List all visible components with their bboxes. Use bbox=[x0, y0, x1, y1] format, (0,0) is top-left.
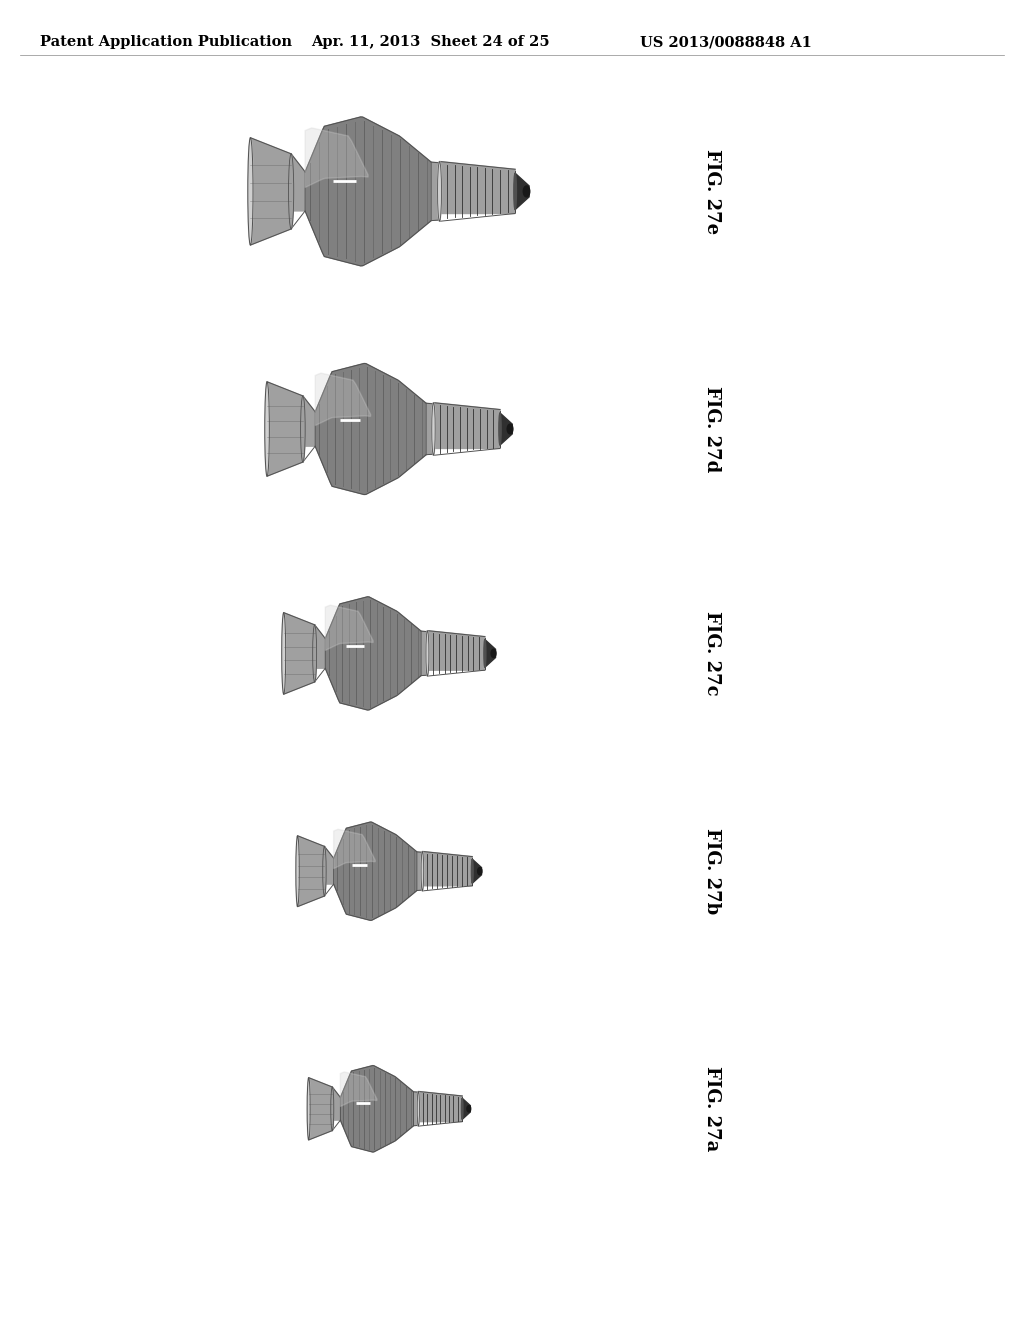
Ellipse shape bbox=[312, 624, 316, 682]
Polygon shape bbox=[334, 822, 417, 920]
Ellipse shape bbox=[323, 846, 327, 896]
Ellipse shape bbox=[301, 396, 305, 462]
Ellipse shape bbox=[426, 631, 429, 676]
Ellipse shape bbox=[421, 851, 424, 891]
Text: FIG. 27e: FIG. 27e bbox=[702, 149, 721, 234]
Polygon shape bbox=[325, 846, 334, 884]
Polygon shape bbox=[439, 161, 515, 214]
Ellipse shape bbox=[289, 154, 294, 228]
Polygon shape bbox=[340, 1065, 414, 1152]
Polygon shape bbox=[267, 381, 303, 477]
Ellipse shape bbox=[492, 649, 496, 657]
Ellipse shape bbox=[417, 1092, 420, 1126]
Ellipse shape bbox=[248, 137, 253, 246]
Text: FIG. 27c: FIG. 27c bbox=[702, 611, 721, 696]
Polygon shape bbox=[427, 631, 485, 671]
Polygon shape bbox=[500, 413, 512, 445]
Ellipse shape bbox=[523, 186, 529, 197]
Ellipse shape bbox=[296, 836, 299, 907]
Polygon shape bbox=[462, 1098, 470, 1119]
Ellipse shape bbox=[331, 1088, 334, 1130]
Polygon shape bbox=[314, 624, 326, 668]
Ellipse shape bbox=[265, 381, 269, 477]
Polygon shape bbox=[298, 836, 325, 907]
Polygon shape bbox=[326, 605, 373, 651]
Ellipse shape bbox=[282, 612, 286, 694]
Ellipse shape bbox=[432, 403, 435, 455]
Polygon shape bbox=[421, 631, 427, 675]
Polygon shape bbox=[315, 363, 426, 495]
Polygon shape bbox=[326, 597, 421, 710]
Polygon shape bbox=[332, 1088, 340, 1121]
Polygon shape bbox=[315, 374, 371, 425]
Text: FIG. 27b: FIG. 27b bbox=[702, 828, 721, 915]
Polygon shape bbox=[485, 640, 496, 667]
Ellipse shape bbox=[471, 859, 473, 883]
Text: FIG. 27d: FIG. 27d bbox=[702, 385, 721, 473]
Polygon shape bbox=[303, 396, 315, 446]
Polygon shape bbox=[340, 1072, 377, 1106]
Ellipse shape bbox=[462, 1098, 463, 1119]
Polygon shape bbox=[422, 851, 472, 886]
Polygon shape bbox=[305, 128, 368, 187]
Polygon shape bbox=[419, 1092, 462, 1122]
Polygon shape bbox=[417, 851, 422, 890]
Polygon shape bbox=[284, 612, 314, 694]
Polygon shape bbox=[305, 117, 431, 265]
Ellipse shape bbox=[484, 640, 485, 667]
Ellipse shape bbox=[514, 173, 516, 210]
Ellipse shape bbox=[507, 424, 513, 434]
Polygon shape bbox=[251, 137, 291, 246]
Polygon shape bbox=[433, 403, 500, 449]
Text: Patent Application Publication: Patent Application Publication bbox=[40, 36, 292, 49]
Text: Apr. 11, 2013  Sheet 24 of 25: Apr. 11, 2013 Sheet 24 of 25 bbox=[310, 36, 549, 49]
Ellipse shape bbox=[307, 1077, 310, 1140]
Text: US 2013/0088848 A1: US 2013/0088848 A1 bbox=[640, 36, 812, 49]
Ellipse shape bbox=[477, 867, 482, 875]
Ellipse shape bbox=[499, 413, 501, 445]
Polygon shape bbox=[431, 162, 439, 220]
Polygon shape bbox=[291, 154, 305, 211]
Text: FIG. 27a: FIG. 27a bbox=[702, 1067, 721, 1151]
Polygon shape bbox=[308, 1077, 332, 1140]
Polygon shape bbox=[472, 859, 481, 883]
Ellipse shape bbox=[467, 1106, 471, 1111]
Polygon shape bbox=[414, 1092, 419, 1126]
Ellipse shape bbox=[437, 161, 441, 222]
Polygon shape bbox=[334, 829, 375, 869]
Polygon shape bbox=[515, 173, 529, 210]
Polygon shape bbox=[426, 403, 433, 454]
